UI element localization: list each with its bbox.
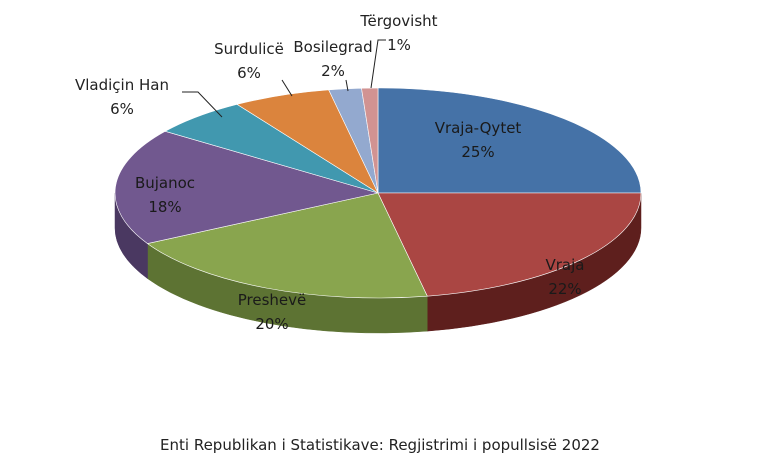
leader-line-bosilegrad (345, 79, 349, 92)
slice-label-bujanoc: Bujanoc (135, 174, 195, 192)
pie-slice-presheve (146, 192, 428, 299)
watermark: Titulli.com (328, 372, 432, 392)
leader-line-surdulice (281, 79, 293, 97)
leader-lines (182, 39, 386, 118)
slice-label-surdulice: Surdulicë (214, 40, 284, 58)
slice-value-vladicin-han: 6% (110, 100, 134, 118)
slice-label-vraja: Vraja (546, 256, 585, 274)
slice-label-vraja-qytet: Vraja-Qytet (435, 119, 522, 137)
slice-value-bujanoc: 18% (148, 198, 181, 216)
slice-label-presheve: Preshevë (238, 291, 307, 309)
source-caption: Enti Republikan i Statistikave: Regjistr… (160, 436, 600, 454)
slice-value-vraja: 22% (548, 280, 581, 298)
leader-line-tergovisht (370, 39, 386, 89)
pie-slice-vraja-qytet (377, 87, 642, 194)
slice-labels: Vraja-Qytet 25% Vraja 22% Preshevë 20% Bujanoc… (75, 12, 584, 333)
leader-line-vladicin-han (182, 91, 223, 118)
pie-slice-vraja (377, 192, 642, 297)
slice-label-bosilegrad: Bosilegrad (293, 38, 372, 56)
slice-value-surdulice: 6% (237, 64, 261, 82)
slice-value-presheve: 20% (255, 315, 288, 333)
slice-label-tergovisht: Tërgovisht (359, 12, 437, 30)
pie-slice-tergovisht (361, 87, 379, 194)
slice-value-vraja-qytet: 25% (461, 143, 494, 161)
pie-tops (114, 87, 642, 299)
slice-value-tergovisht: 1% (387, 36, 411, 54)
slice-label-vladicin-han: Vladiçin Han (75, 76, 169, 94)
slice-value-bosilegrad: 2% (321, 62, 345, 80)
pie-slice-bujanoc (114, 130, 379, 244)
